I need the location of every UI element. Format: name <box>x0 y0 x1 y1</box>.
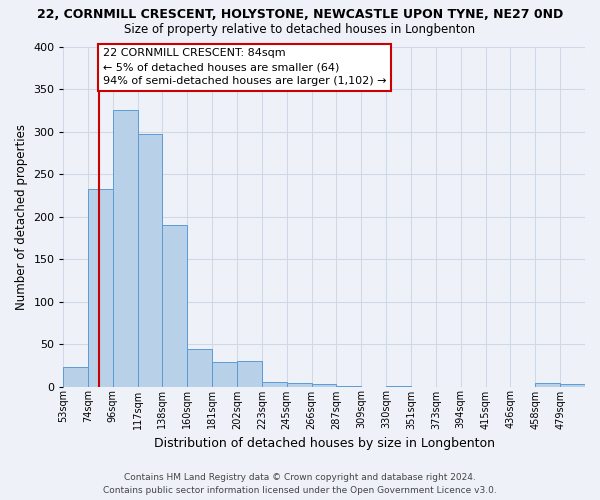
Bar <box>560 384 585 386</box>
Bar <box>88 190 113 386</box>
Bar <box>535 383 560 386</box>
Bar <box>262 382 287 386</box>
Bar <box>163 225 187 386</box>
Bar <box>137 134 163 386</box>
Bar <box>311 384 337 386</box>
Text: Contains HM Land Registry data © Crown copyright and database right 2024.
Contai: Contains HM Land Registry data © Crown c… <box>103 474 497 495</box>
X-axis label: Distribution of detached houses by size in Longbenton: Distribution of detached houses by size … <box>154 437 494 450</box>
Bar <box>237 361 262 386</box>
Text: 22, CORNMILL CRESCENT, HOLYSTONE, NEWCASTLE UPON TYNE, NE27 0ND: 22, CORNMILL CRESCENT, HOLYSTONE, NEWCAS… <box>37 8 563 20</box>
Bar <box>212 362 237 386</box>
Bar <box>187 349 212 387</box>
Text: Size of property relative to detached houses in Longbenton: Size of property relative to detached ho… <box>124 22 476 36</box>
Bar <box>63 367 88 386</box>
Text: 22 CORNMILL CRESCENT: 84sqm
← 5% of detached houses are smaller (64)
94% of semi: 22 CORNMILL CRESCENT: 84sqm ← 5% of deta… <box>103 48 386 86</box>
Y-axis label: Number of detached properties: Number of detached properties <box>15 124 28 310</box>
Bar <box>113 110 137 386</box>
Bar <box>287 383 311 386</box>
